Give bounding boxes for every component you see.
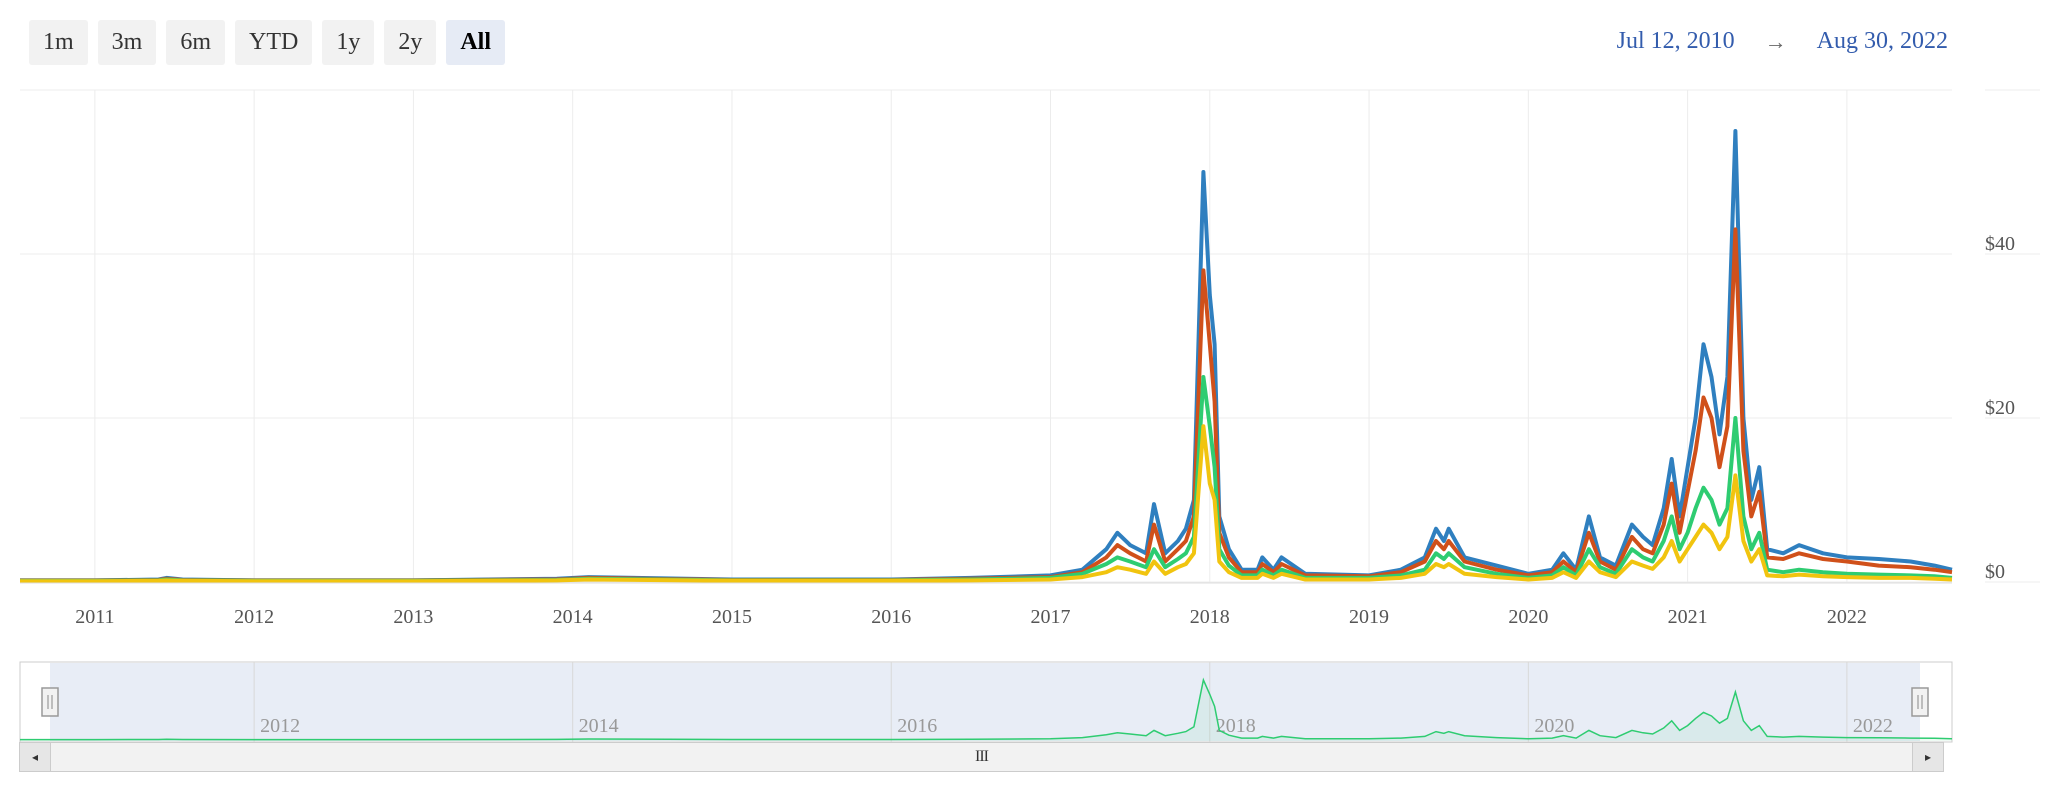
navigator-area <box>20 680 1952 741</box>
navigator-left-handle[interactable] <box>41 687 59 717</box>
range-button-2y[interactable]: 2y <box>384 20 437 65</box>
x-tick-label: 2012 <box>234 606 274 628</box>
y-tick-label: $20 <box>1985 397 2015 419</box>
series-line-4 <box>20 424 1953 584</box>
scrollbar-thumb[interactable]: III <box>51 744 1912 770</box>
chart-series <box>20 129 1953 584</box>
x-tick-label: 2019 <box>1349 606 1389 628</box>
x-tick-label: 2016 <box>871 606 911 628</box>
navigator-tick-label: 2012 <box>260 715 300 737</box>
scroll-right-arrow-icon[interactable]: ▸ <box>1912 743 1943 771</box>
x-tick-label: 2013 <box>393 606 433 628</box>
scrollbar-grip-icon: III <box>975 748 989 765</box>
date-from-input[interactable]: Jul 12, 2010 <box>1616 28 1735 54</box>
navigator-tick-label: 2022 <box>1853 715 1893 737</box>
navigator-frame <box>19 661 1953 743</box>
x-tick-label: 2017 <box>1031 606 1071 628</box>
handle-body[interactable] <box>41 687 59 717</box>
x-tick-label: 2014 <box>553 606 593 628</box>
scroll-left-arrow-icon[interactable]: ◂ <box>20 743 51 771</box>
y-tick-label: $0 <box>1985 561 2005 583</box>
handle-body[interactable] <box>1911 687 1929 717</box>
navigator-scrollbar[interactable]: ◂ III ▸ <box>19 742 1944 772</box>
navigator-tick-label: 2018 <box>1216 715 1256 737</box>
y-axis: $0 $20 $40 <box>1985 233 2015 583</box>
series-line-1 <box>20 129 1953 583</box>
navigator[interactable]: 2012 2014 2016 2018 2020 2022 <box>19 661 1953 743</box>
x-tick-label: 2022 <box>1827 606 1867 628</box>
navigator-tick-label: 2016 <box>897 715 937 737</box>
range-button-ytd[interactable]: YTD <box>235 20 313 65</box>
series-line-2 <box>20 227 1953 583</box>
date-to-input[interactable]: Aug 30, 2022 <box>1816 28 1948 54</box>
x-tick-label: 2011 <box>75 606 114 628</box>
navigator-tick-label: 2014 <box>579 715 619 737</box>
x-tick-label: 2015 <box>712 606 752 628</box>
range-button-all[interactable]: All <box>446 20 506 65</box>
date-range: Jul 12, 2010 → Aug 30, 2022 <box>1617 28 1948 55</box>
range-button-1y[interactable]: 1y <box>322 20 375 65</box>
range-selector: 1m 3m 6m YTD 1y 2y All <box>29 20 506 65</box>
range-button-1m[interactable]: 1m <box>29 20 88 65</box>
range-button-3m[interactable]: 3m <box>97 20 157 65</box>
date-range-arrow-icon: → <box>1764 28 1787 54</box>
x-tick-label: 2021 <box>1668 606 1708 628</box>
navigator-series-line <box>20 677 1953 741</box>
series-line-3 <box>20 375 1953 583</box>
range-button-6m[interactable]: 6m <box>166 20 226 65</box>
x-tick-label: 2020 <box>1508 606 1548 628</box>
x-tick-label: 2018 <box>1190 606 1230 628</box>
x-axis: 2011 2012 2013 2014 2015 2016 2017 2018 2019 2020… <box>20 582 1952 628</box>
y-tick-label: $40 <box>1985 233 2015 255</box>
navigator-tick-label: 2020 <box>1534 715 1574 737</box>
navigator-mask <box>50 663 1920 741</box>
navigator-right-handle[interactable] <box>1911 687 1929 717</box>
